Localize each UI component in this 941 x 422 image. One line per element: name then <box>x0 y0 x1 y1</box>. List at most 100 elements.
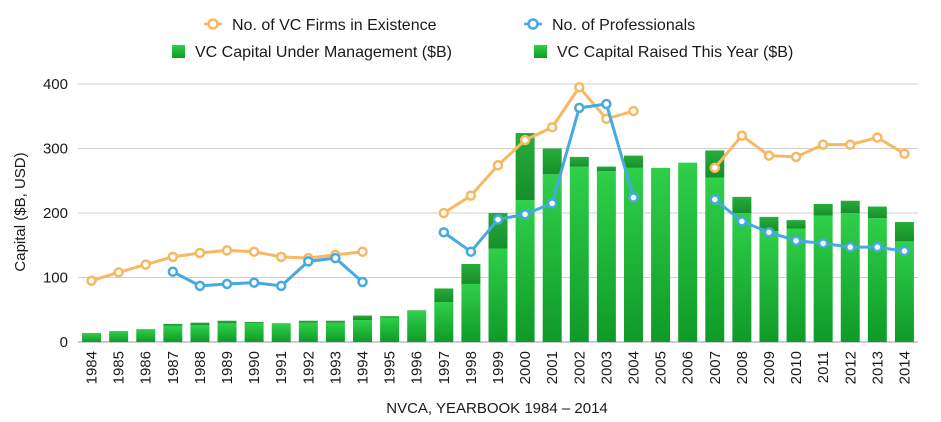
bar-under-management <box>163 325 183 342</box>
legend-swatch-professionals-marker <box>527 18 539 30</box>
point-firms <box>790 151 802 163</box>
bar-under-management <box>271 323 291 342</box>
bar-raised-this-year <box>786 220 806 229</box>
bar-under-management <box>488 248 508 342</box>
bar-under-management <box>217 323 237 342</box>
series-lines <box>86 81 910 292</box>
bar-under-management <box>596 171 616 342</box>
legend-swatch-under-management <box>172 45 185 58</box>
point-firms <box>519 134 531 146</box>
bar-under-management <box>515 200 535 342</box>
bar-raised-this-year <box>569 156 589 167</box>
point-professionals <box>872 241 883 253</box>
point-firms <box>465 190 477 201</box>
point-professionals <box>194 280 206 292</box>
bar-under-management <box>353 320 372 342</box>
point-firms <box>221 245 233 256</box>
bar-raised-this-year <box>190 322 210 326</box>
point-professionals <box>736 216 748 227</box>
y-axis-ticks: 0 100 200 300 400 <box>43 76 68 351</box>
x-tick-label: 1998 <box>463 351 480 384</box>
point-professionals <box>574 102 585 114</box>
bar-raised-this-year <box>325 320 345 323</box>
x-tick-label: 1990 <box>246 351 263 384</box>
x-tick-label: 2013 <box>869 351 886 384</box>
point-professionals <box>330 252 341 264</box>
bar-raised-this-year <box>407 310 427 312</box>
x-tick-label: 2000 <box>517 351 534 384</box>
bar-raised-this-year <box>867 206 887 219</box>
point-firms <box>357 246 368 257</box>
point-firms <box>845 139 856 150</box>
bar-raised-this-year <box>813 203 833 216</box>
point-professionals <box>492 214 504 225</box>
x-tick-label: 1995 <box>382 351 399 384</box>
point-professionals <box>465 246 477 257</box>
y-tick-label: 200 <box>43 205 68 222</box>
point-professionals <box>817 238 829 249</box>
bar-raised-this-year <box>244 322 264 324</box>
bar-raised-this-year <box>380 316 400 318</box>
point-firms <box>194 247 206 259</box>
x-tick-label: 1992 <box>300 351 317 384</box>
y-tick-label: 100 <box>43 270 68 287</box>
bar-under-management <box>109 331 129 342</box>
bar-under-management <box>407 311 427 342</box>
point-firms <box>86 275 97 286</box>
x-tick-label: 2009 <box>761 351 778 384</box>
point-professionals <box>601 98 612 110</box>
bar-raised-this-year <box>353 315 372 321</box>
x-tick-label: 2003 <box>598 351 615 384</box>
point-firms <box>574 81 585 93</box>
bar-under-management <box>190 325 210 342</box>
x-axis-ticks: 1984 1985 1986 1987 1988 1989 1990 1991 1992 1993… <box>84 351 914 384</box>
bar-raised-this-year <box>624 155 643 168</box>
bar-under-management <box>244 323 264 342</box>
point-firms <box>492 160 504 171</box>
x-tick-label: 1986 <box>138 351 155 384</box>
bar-under-management <box>325 322 345 342</box>
bar-under-management <box>732 213 752 342</box>
point-firms <box>140 259 151 270</box>
bar-under-management <box>651 167 671 342</box>
legend-entry-firms: No. of VC Firms in Existence <box>204 17 437 34</box>
point-firms <box>248 246 260 257</box>
x-tick-label: 2006 <box>680 351 697 384</box>
x-tick-label: 2011 <box>815 351 832 383</box>
point-professionals <box>628 192 639 203</box>
bar-under-management <box>705 177 725 342</box>
y-tick-label: 0 <box>60 334 68 351</box>
bar-raised-this-year <box>217 320 237 324</box>
point-firms <box>167 251 179 263</box>
bar-under-management <box>678 162 698 342</box>
bar-under-management <box>813 215 833 342</box>
legend-label-firms: No. of VC Firms in Existence <box>232 17 437 34</box>
bar-raised-this-year <box>298 320 318 323</box>
bar-raised-this-year <box>163 323 183 326</box>
bar-raised-this-year <box>461 263 481 284</box>
x-tick-label: 1993 <box>327 351 344 384</box>
bar-under-management <box>624 167 643 342</box>
bar-under-management <box>569 166 589 342</box>
point-firms <box>709 162 721 174</box>
x-axis-title: NVCA, YEARBOOK 1984 – 2014 <box>386 400 608 417</box>
x-tick-label: 2008 <box>734 351 751 384</box>
point-professionals <box>438 227 450 238</box>
line-firms <box>442 85 634 215</box>
legend: No. of VC Firms in Existence No. of Prof… <box>172 17 793 61</box>
x-tick-label: 2010 <box>788 351 805 384</box>
x-tick-label: 1997 <box>436 351 453 384</box>
bar-under-management <box>82 332 102 342</box>
bar-under-management <box>461 283 481 342</box>
bar-raised-this-year <box>596 166 616 172</box>
legend-label-raised: VC Capital Raised This Year ($B) <box>557 44 793 61</box>
legend-entry-under-management: VC Capital Under Management ($B) <box>172 44 452 61</box>
bar-under-management <box>894 241 914 342</box>
legend-label-under-management: VC Capital Under Management ($B) <box>195 44 452 61</box>
legend-swatch-firms-marker <box>207 18 219 30</box>
bar-under-management <box>786 228 806 342</box>
point-professionals <box>248 277 260 288</box>
bar-under-management <box>298 322 318 342</box>
x-tick-label: 1985 <box>111 351 128 384</box>
